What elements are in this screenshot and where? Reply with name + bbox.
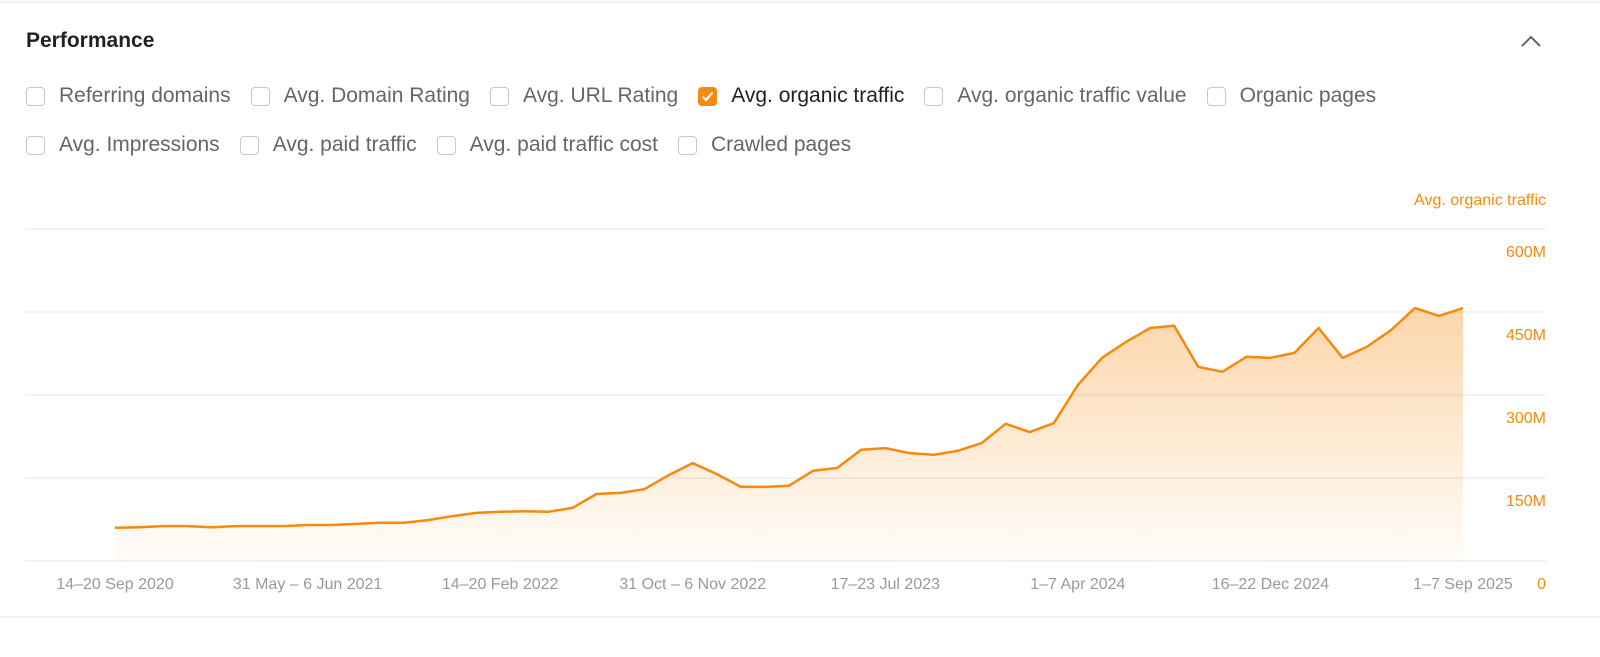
checkbox-box[interactable] (26, 86, 45, 106)
line (114, 306, 1464, 530)
checkbox-box[interactable] (678, 135, 697, 155)
metric-checkbox[interactable]: Avg. organic traffic (698, 84, 904, 108)
checkbox-label: Avg. URL Rating (522, 84, 679, 107)
metric-checkbox[interactable]: Referring domains (26, 84, 231, 108)
y-axis-title: Avg. organic traffic (1414, 192, 1546, 209)
check-icon (701, 91, 714, 102)
x-tick-label: 16–22 Dec 2024 (1212, 576, 1330, 593)
panel-title: Performance (26, 29, 155, 52)
metric-row: Referring domains Avg. Domain Rating Avg. … (26, 84, 1396, 108)
y-tick-label: 600M (1506, 244, 1546, 261)
checkbox-label: Crawled pages (711, 133, 852, 156)
x-tick-label: 31 Oct – 6 Nov 2022 (619, 576, 766, 593)
y-tick-label: 450M (1506, 327, 1546, 344)
area (115, 308, 1463, 561)
checkbox-box[interactable] (239, 135, 259, 155)
metric-checkbox[interactable]: Avg. paid traffic (239, 133, 417, 157)
metric-row: Avg. Impressions Avg. paid traffic Avg. pa… (26, 133, 871, 157)
y-tick-label: 0 (1537, 576, 1546, 593)
checkbox-label: Avg. organic traffic (731, 84, 905, 107)
collapse-toggle[interactable] (1521, 35, 1541, 47)
metric-checkbox[interactable]: Avg. URL Rating (489, 84, 679, 108)
checkbox-box[interactable] (250, 86, 270, 106)
x-tick-label: 14–20 Feb 2022 (442, 576, 559, 593)
metric-checkbox[interactable]: Avg. paid traffic cost (436, 133, 658, 157)
checkbox-label: Avg. paid traffic cost (469, 133, 658, 156)
x-tick-label: 31 May – 6 Jun 2021 (233, 576, 383, 593)
checkbox-label: Referring domains (59, 84, 231, 107)
checkbox-box[interactable] (698, 86, 718, 106)
metric-checkbox[interactable]: Avg. organic traffic value (924, 84, 1187, 108)
checkbox-label: Avg. Impressions (59, 133, 220, 156)
checkbox-box[interactable] (436, 135, 456, 155)
metric-checkbox[interactable]: Organic pages (1206, 84, 1377, 108)
metric-checkbox[interactable]: Avg. Domain Rating (250, 84, 470, 108)
y-tick-label: 300M (1506, 410, 1546, 427)
x-tick-label: 17–23 Jul 2023 (831, 576, 941, 593)
checkbox-box[interactable] (489, 86, 509, 106)
metric-checkbox[interactable]: Crawled pages (678, 133, 851, 157)
checkbox-label: Avg. Domain Rating (283, 84, 470, 107)
x-tick-label: 14–20 Sep 2020 (56, 576, 174, 593)
x-tick-label: 1–7 Apr 2024 (1030, 576, 1125, 593)
checkbox-box[interactable] (924, 86, 944, 106)
y-tick-label: 150M (1506, 493, 1546, 510)
x-tick-label: 1–7 Sep 2025 (1413, 576, 1513, 593)
checkbox-box[interactable] (26, 135, 45, 155)
checkbox-box[interactable] (1206, 86, 1226, 106)
metric-checkbox[interactable]: Avg. Impressions (26, 133, 220, 157)
checkbox-label: Organic pages (1239, 84, 1377, 107)
checkbox-label: Avg. paid traffic (272, 133, 417, 156)
checkbox-label: Avg. organic traffic value (957, 84, 1187, 107)
